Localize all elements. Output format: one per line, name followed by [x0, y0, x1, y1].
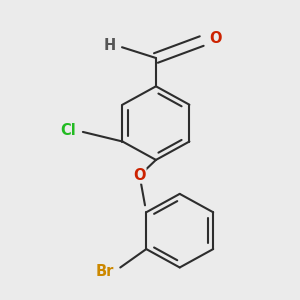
Text: O: O — [133, 168, 146, 183]
Text: H: H — [103, 38, 116, 53]
Text: O: O — [209, 31, 222, 46]
Text: Cl: Cl — [60, 123, 76, 138]
Text: Br: Br — [96, 264, 114, 279]
